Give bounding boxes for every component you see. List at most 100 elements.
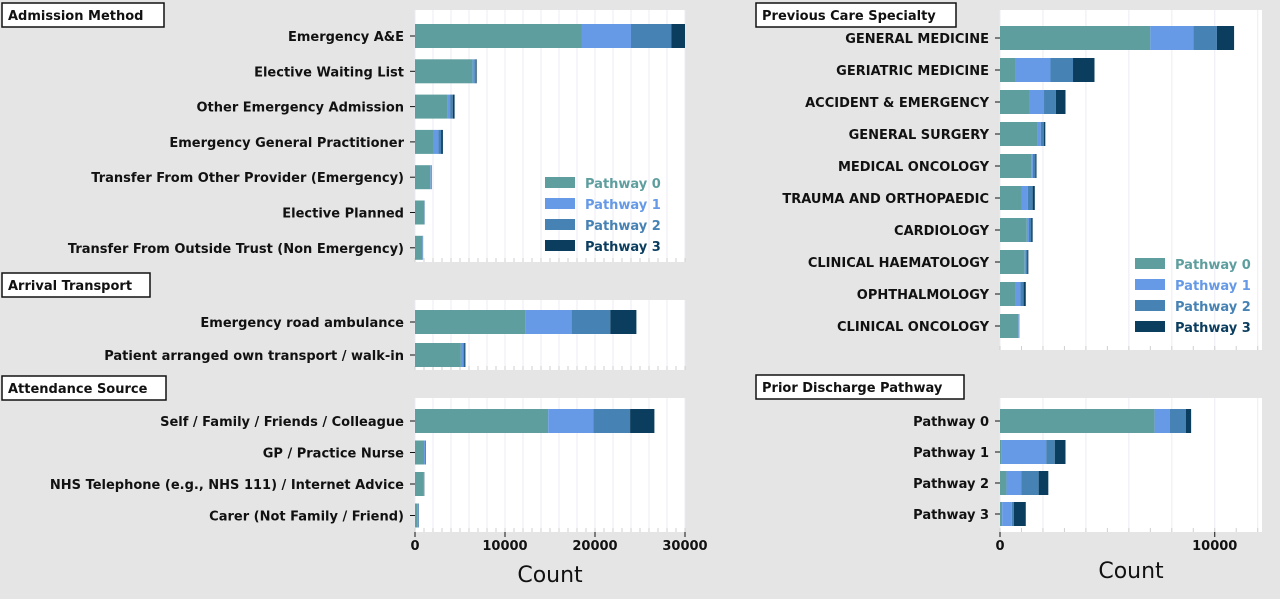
bar-segment-pathway-2 xyxy=(631,24,672,48)
bar-segment-pathway-1 xyxy=(1026,218,1029,242)
bar-segment-pathway-1 xyxy=(1002,502,1012,526)
bar-segment-pathway-3 xyxy=(1031,218,1033,242)
bar-segment-pathway-1 xyxy=(525,310,572,334)
transport-title-box xyxy=(1,272,151,298)
legend-label: Pathway 0 xyxy=(1175,258,1251,273)
bar-segment-pathway-1 xyxy=(1037,122,1041,146)
bar-segment-pathway-0 xyxy=(1000,471,1007,495)
bar-segment-pathway-1 xyxy=(1028,90,1045,114)
bar-segment-pathway-1 xyxy=(1001,440,1047,464)
prior-title-box xyxy=(755,374,965,400)
bar-segment-pathway-0 xyxy=(1000,122,1038,146)
bar-segment-pathway-1 xyxy=(472,59,475,84)
bar-segment-pathway-3 xyxy=(1216,26,1235,50)
bar-segment-pathway-0 xyxy=(415,165,431,190)
category-label: Transfer From Outside Trust (Non Emergen… xyxy=(68,242,404,257)
bar-segment-pathway-2 xyxy=(1020,282,1024,306)
bar-segment-pathway-1 xyxy=(1015,58,1051,82)
bar-segment-pathway-1 xyxy=(1031,154,1033,178)
legend-label: Pathway 0 xyxy=(585,177,661,192)
x-tick-label: 10000 xyxy=(482,539,527,554)
bar-segment-pathway-1 xyxy=(424,440,425,465)
legend-label: Pathway 1 xyxy=(585,198,661,213)
admission-legend: Pathway 0 Pathway 1 Pathway 2 Pathway 3 xyxy=(545,177,661,255)
bar-segment-pathway-2 xyxy=(593,409,631,433)
legend-swatch xyxy=(1135,258,1165,269)
category-label: ACCIDENT & EMERGENCY xyxy=(805,96,989,111)
bar-segment-pathway-0 xyxy=(415,409,549,433)
bar-segment-pathway-0 xyxy=(1000,409,1155,433)
legend-swatch xyxy=(1135,300,1165,311)
bar-segment-pathway-3 xyxy=(1055,90,1066,114)
bar-segment-pathway-2 xyxy=(1025,250,1028,274)
legend-swatch xyxy=(545,177,575,188)
specialty-title-box xyxy=(755,2,957,28)
prior-title: Prior Discharge Pathway xyxy=(762,381,943,396)
category-label: Emergency General Practitioner xyxy=(169,136,404,151)
bar-segment-pathway-2 xyxy=(1027,186,1033,210)
bar-segment-pathway-0 xyxy=(1000,502,1003,526)
bar-segment-pathway-0 xyxy=(415,503,418,528)
x-tick-label: 0 xyxy=(410,539,419,554)
bar-segment-pathway-3 xyxy=(1027,250,1029,274)
bar-segment-pathway-3 xyxy=(671,24,685,48)
attendance-title: Attendance Source xyxy=(8,382,148,397)
admission-title-box xyxy=(1,2,165,28)
x-tick-label: 0 xyxy=(995,539,1004,554)
specialty-panel: Previous Care Specialty GENERAL MEDICINE G… xyxy=(755,2,1262,350)
bar-segment-pathway-2 xyxy=(1050,58,1074,82)
attendance-x-axis-title: Count xyxy=(517,563,583,588)
x-tick-label: 30000 xyxy=(662,539,707,554)
category-label: CARDIOLOGY xyxy=(894,224,990,239)
bar-segment-pathway-0 xyxy=(1000,58,1016,82)
bar-segment-pathway-2 xyxy=(1011,502,1014,526)
legend-label: Pathway 3 xyxy=(585,240,661,255)
bar-segment-pathway-2 xyxy=(1032,154,1036,178)
legend-swatch xyxy=(1135,279,1165,290)
bar-segment-pathway-2 xyxy=(1040,122,1045,146)
transport-panel: Arrival Transport Emergency road ambulanc… xyxy=(1,272,686,370)
bar-segment-pathway-3 xyxy=(1032,186,1035,210)
bar-segment-pathway-2 xyxy=(463,343,465,367)
bar-segment-pathway-0 xyxy=(1000,314,1019,338)
category-label: Pathway 3 xyxy=(913,508,989,523)
bar-segment-pathway-3 xyxy=(1054,440,1066,464)
category-label: Emergency road ambulance xyxy=(200,316,404,331)
bar-segment-pathway-0 xyxy=(1000,282,1016,306)
category-label: GENERAL SURGERY xyxy=(849,128,990,143)
bar-segment-pathway-0 xyxy=(1000,90,1029,114)
bar-segment-pathway-1 xyxy=(1015,282,1021,306)
bar-segment-pathway-2 xyxy=(1169,409,1186,433)
bar-segment-pathway-0 xyxy=(415,24,582,48)
bar-segment-pathway-0 xyxy=(1000,218,1027,242)
category-label: Self / Family / Friends / Colleague xyxy=(160,415,404,430)
legend-swatch xyxy=(545,219,575,230)
bar-segment-pathway-2 xyxy=(474,59,476,84)
category-label: GP / Practice Nurse xyxy=(263,447,404,462)
bar-segment-pathway-1 xyxy=(460,343,464,367)
category-label: Emergency A&E xyxy=(288,30,404,45)
bar-segment-pathway-2 xyxy=(571,310,611,334)
bar-segment-pathway-2 xyxy=(1021,471,1039,495)
bar-segment-pathway-1 xyxy=(1024,250,1026,274)
bar-segment-pathway-3 xyxy=(475,59,477,84)
bar-segment-pathway-1 xyxy=(581,24,631,48)
x-tick-label: 10000 xyxy=(1192,539,1237,554)
bar-segment-pathway-2 xyxy=(450,94,453,119)
bar-segment-pathway-0 xyxy=(415,59,473,84)
bar-segment-pathway-0 xyxy=(415,440,424,465)
bar-segment-pathway-3 xyxy=(1038,471,1049,495)
bar-segment-pathway-3 xyxy=(630,409,655,433)
bar-segment-pathway-0 xyxy=(415,200,424,225)
bar-segment-pathway-0 xyxy=(1000,186,1022,210)
bar-segment-pathway-1 xyxy=(548,409,594,433)
bar-segment-pathway-0 xyxy=(415,129,433,154)
bar-segment-pathway-0 xyxy=(415,235,423,260)
bar-segment-pathway-3 xyxy=(441,129,443,154)
bar-segment-pathway-1 xyxy=(417,503,419,528)
bar-segment-pathway-3 xyxy=(1023,282,1026,306)
bar-segment-pathway-3 xyxy=(1013,502,1026,526)
prior-x-axis-title: Count xyxy=(1098,559,1164,584)
admission-panel: Admission Method Emergency A&E Elective Wa… xyxy=(1,2,686,262)
bar-segment-pathway-0 xyxy=(1000,154,1032,178)
